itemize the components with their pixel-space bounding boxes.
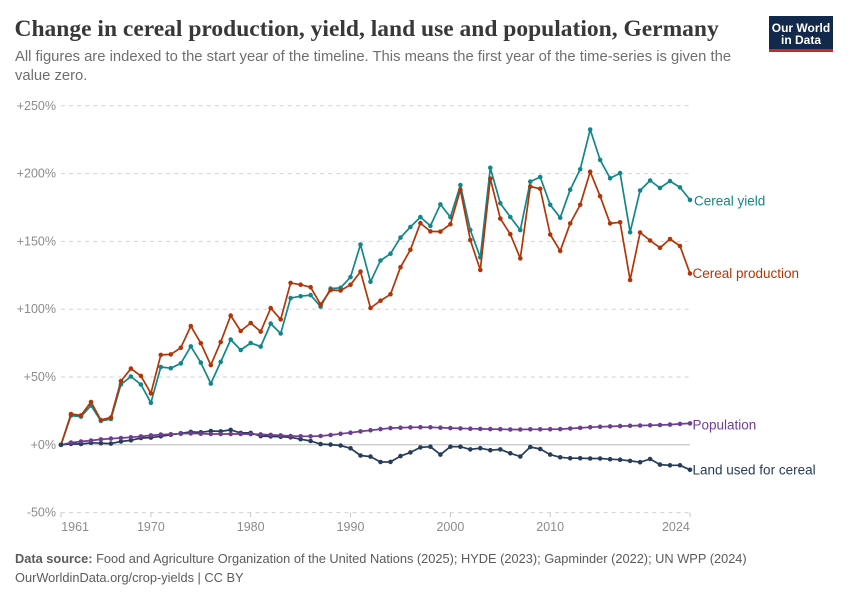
svg-text:+0%: +0%: [31, 438, 56, 452]
svg-text:2000: 2000: [436, 520, 464, 534]
svg-text:1990: 1990: [337, 520, 365, 534]
svg-text:1970: 1970: [137, 520, 165, 534]
svg-text:1980: 1980: [237, 520, 265, 534]
svg-text:+100%: +100%: [17, 302, 56, 316]
svg-text:Land used for cereal: Land used for cereal: [693, 463, 816, 478]
svg-text:Cereal yield: Cereal yield: [694, 194, 765, 209]
svg-text:+150%: +150%: [17, 234, 56, 248]
svg-text:+200%: +200%: [17, 167, 56, 181]
svg-text:1961: 1961: [61, 520, 89, 534]
svg-text:+250%: +250%: [17, 99, 56, 113]
svg-text:2010: 2010: [536, 520, 564, 534]
svg-text:Cereal production: Cereal production: [693, 266, 800, 281]
svg-text:+50%: +50%: [24, 370, 56, 384]
svg-text:-50%: -50%: [27, 506, 56, 520]
svg-text:2024: 2024: [662, 520, 690, 534]
svg-text:Population: Population: [693, 418, 757, 433]
